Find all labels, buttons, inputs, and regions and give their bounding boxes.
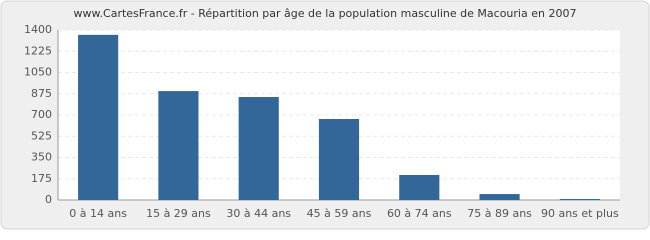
bar [399,174,440,200]
x-tick-label: 15 à 29 ans [146,207,211,220]
y-tick-label: 1050 [24,66,52,79]
chart: www.CartesFrance.fr - Répartition par âg… [0,0,650,230]
x-tick-label: 0 à 14 ans [69,207,127,220]
y-tick-label: 1225 [24,44,52,57]
x-tick-label: 45 à 59 ans [307,207,372,220]
bar [238,97,279,200]
chart-title: www.CartesFrance.fr - Répartition par âg… [74,7,577,20]
x-tick-label: 30 à 44 ans [226,207,291,220]
y-tick-label: 525 [31,129,52,142]
bar [559,199,600,200]
y-tick-label: 700 [31,108,52,121]
bar [78,34,119,200]
x-tick-label: 75 à 89 ans [467,207,532,220]
y-tick-label: 1400 [24,23,52,36]
y-tick-label: 0 [45,193,52,206]
x-tick-label: 90 ans et plus [541,207,619,220]
y-tick-label: 875 [31,87,52,100]
bar [158,91,199,200]
bar [479,194,520,200]
y-tick-label: 175 [31,172,52,185]
x-tick-label: 60 à 74 ans [387,207,452,220]
bar [318,119,360,200]
y-tick-label: 350 [31,151,52,164]
